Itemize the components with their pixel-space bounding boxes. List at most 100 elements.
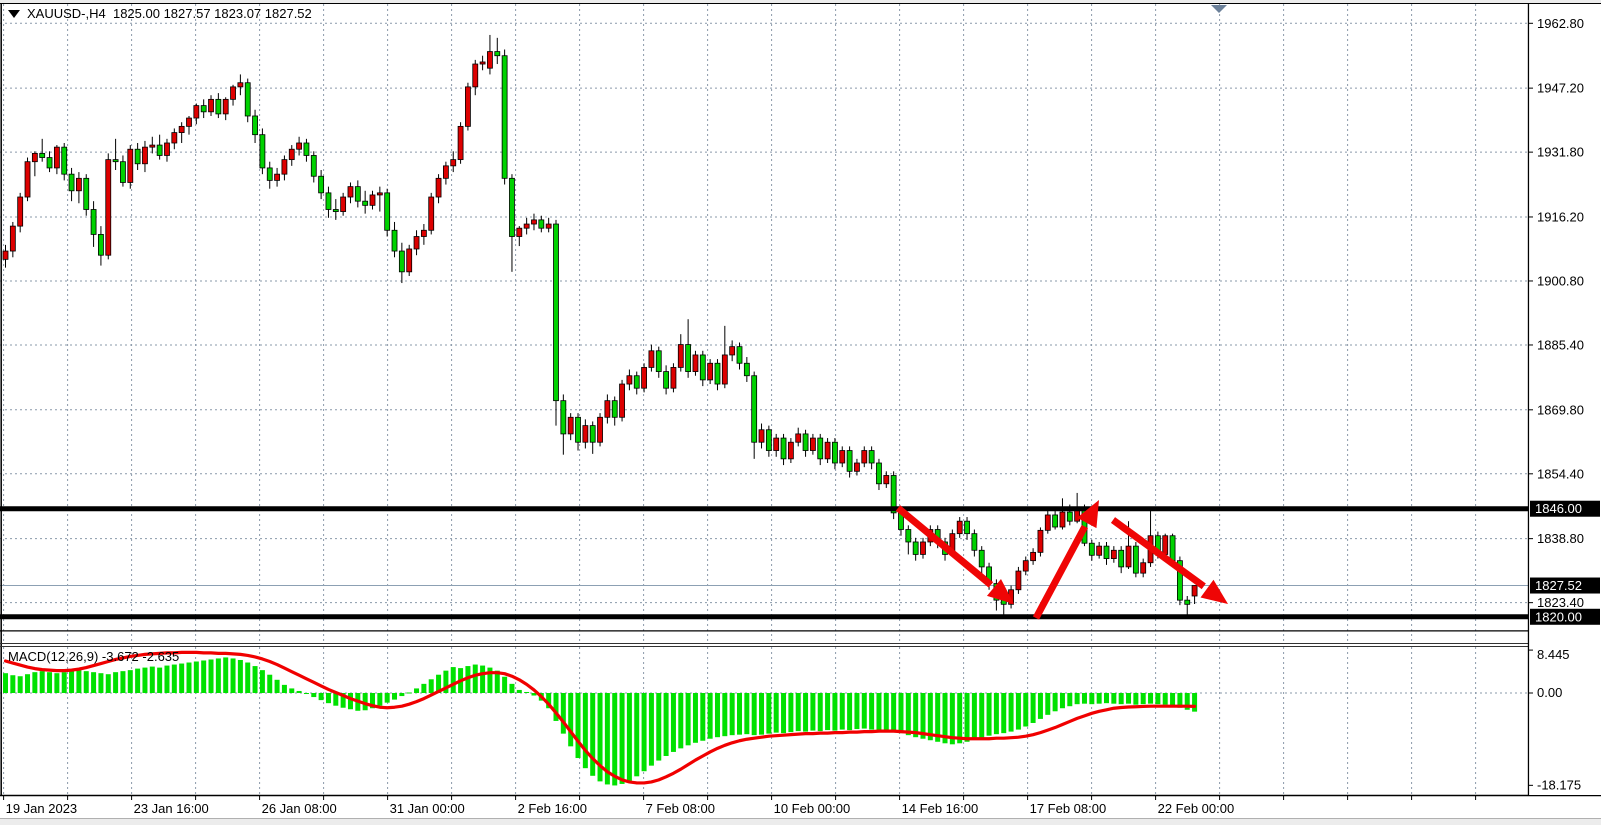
candle	[2, 244, 9, 268]
macd-histogram-bar	[502, 676, 508, 693]
candle	[846, 446, 853, 478]
candle	[611, 396, 618, 426]
candle	[1184, 595, 1191, 615]
candle	[641, 363, 647, 393]
candle	[758, 423, 765, 449]
candle	[964, 517, 970, 540]
macd-histogram-bar	[1155, 693, 1161, 705]
candle	[325, 186, 332, 218]
candle	[98, 226, 104, 266]
macd-histogram-bar	[700, 693, 706, 741]
collapse-triangle-icon[interactable]	[8, 9, 20, 18]
candle	[655, 346, 662, 378]
macd-histogram-bar	[61, 672, 67, 693]
candle	[134, 142, 141, 171]
price-tick-label: 1900.80	[1537, 273, 1584, 288]
candle	[164, 138, 170, 162]
time-label: 31 Jan 00:00	[390, 801, 465, 816]
macd-histogram-bar	[494, 670, 500, 693]
price-badge: 1820.00	[1530, 608, 1600, 625]
macd-histogram-bar	[905, 693, 911, 736]
candle	[24, 157, 31, 202]
candle	[699, 350, 706, 387]
candle	[956, 517, 963, 538]
chart-shift-marker-icon[interactable]	[1211, 5, 1227, 13]
candle	[120, 155, 126, 187]
trend-arrow[interactable]	[895, 505, 1014, 604]
macd-histogram-bar	[1067, 693, 1073, 707]
time-axis[interactable]: 19 Jan 2023 23 Jan 16:00 26 Jan 08:00 31 Ja…	[3, 795, 1477, 816]
candle	[142, 140, 148, 173]
price-axis: 1962.80 1947.20 1931.80 1916.20 1900.80 1885.…	[1527, 3, 1601, 795]
level-lines[interactable]	[0, 506, 1528, 632]
macd-histogram-bar	[1118, 693, 1124, 705]
macd-histogram-bar	[267, 674, 273, 693]
macd-histogram-bar	[362, 693, 368, 711]
macd-histogram-bar	[113, 672, 119, 693]
macd-histogram-bar	[869, 693, 875, 730]
macd-histogram-bar	[208, 659, 214, 693]
candle	[1052, 510, 1059, 530]
macd-histogram-bar	[333, 693, 339, 706]
candle	[912, 537, 919, 561]
candle	[127, 145, 134, 189]
time-label: 22 Feb 00:00	[1158, 801, 1235, 816]
macd-histogram-bar	[392, 693, 398, 700]
macd-axis: 8.445 0.00 -18.175	[1528, 647, 1581, 792]
macd-histogram-bar	[648, 693, 654, 766]
time-label: 2 Feb 16:00	[518, 801, 587, 816]
macd-histogram-bar	[656, 693, 662, 761]
macd-histogram-bar	[854, 693, 860, 730]
macd-histogram-bar	[876, 693, 882, 731]
price-badge: 1846.00	[1530, 500, 1600, 517]
macd-histogram-bar	[612, 693, 618, 786]
macd-histogram-bar	[1133, 693, 1139, 705]
macd-histogram-bar	[957, 693, 963, 744]
candle	[494, 37, 501, 65]
macd-histogram-bar	[472, 664, 478, 693]
candle	[978, 546, 985, 574]
candle	[244, 78, 251, 123]
macd-histogram-bar	[825, 693, 831, 731]
price-tick-label: 1931.80	[1537, 145, 1584, 160]
macd-histogram-bar	[927, 693, 933, 741]
candle	[890, 471, 897, 520]
candle	[237, 74, 244, 96]
candle	[773, 433, 780, 457]
candle	[1059, 498, 1066, 530]
macd-histogram-bar	[766, 693, 772, 734]
trend-arrow[interactable]	[1032, 500, 1099, 620]
candle	[523, 217, 530, 235]
macd-histogram-bar	[399, 693, 405, 697]
trend-arrow[interactable]	[1110, 517, 1228, 604]
macd-histogram-bar	[171, 664, 177, 693]
macd-histogram-bar	[230, 658, 236, 693]
candle	[398, 242, 405, 284]
candle	[553, 219, 559, 426]
macd-histogram-bar	[98, 673, 104, 693]
svg-text:1827.52: 1827.52	[1535, 578, 1582, 593]
macd-histogram-bar	[1148, 693, 1154, 704]
candle	[487, 34, 493, 75]
candle	[861, 446, 868, 468]
candle	[832, 438, 838, 470]
macd-histogram-bar	[259, 670, 265, 693]
macd-histogram-bar	[626, 693, 632, 781]
candle	[1044, 510, 1051, 534]
macd-histogram-bar	[722, 693, 728, 737]
candle	[318, 170, 325, 200]
macd-histogram-bar	[898, 693, 904, 734]
arrow-annotations[interactable]	[895, 500, 1228, 620]
macd-histogram-bar	[76, 670, 82, 693]
price-badge: 1827.52	[1530, 577, 1600, 594]
time-label: 26 Jan 08:00	[262, 801, 337, 816]
candle	[149, 136, 156, 154]
candle	[516, 226, 523, 247]
candle	[531, 213, 537, 231]
macd-histogram-bar	[949, 693, 955, 745]
time-label: 14 Feb 16:00	[902, 801, 979, 816]
candle	[340, 192, 347, 216]
macd-histogram-bar	[303, 693, 309, 695]
macd-histogram-bar	[428, 679, 434, 693]
